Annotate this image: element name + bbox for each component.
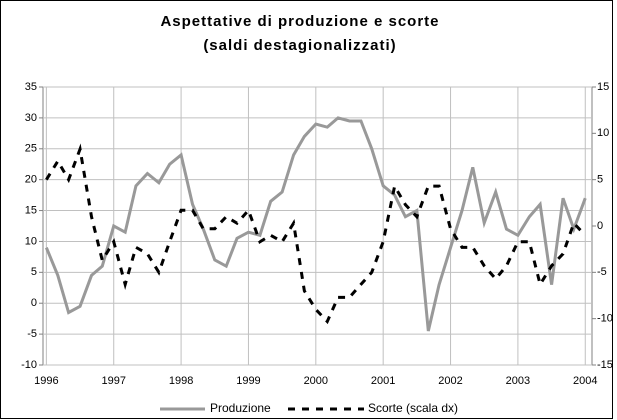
y-tick-label: 15 [25,204,37,216]
y2-tick-label: -15 [597,359,613,371]
x-tick-label: 1996 [34,375,58,387]
x-tick-label: 1998 [169,375,193,387]
y-tick-label: 35 [25,81,37,93]
x-tick-label: 2002 [438,375,462,387]
y-tick-label: 10 [25,235,37,247]
x-tick-label: 2004 [573,375,597,387]
y2-tick-label: 5 [597,174,603,186]
y-tick-label: 20 [25,174,37,186]
legend-label: Produzione [210,401,271,415]
x-tick-label: 2003 [506,375,530,387]
y2-tick-label: -5 [597,266,607,278]
y2-tick-label: -10 [597,313,613,325]
x-tick-label: 1999 [236,375,260,387]
y2-tick-label: 15 [597,81,609,93]
y-tick-label: -10 [21,359,37,371]
legend-label: Scorte (scala dx) [368,401,458,415]
x-tick-label: 2001 [371,375,395,387]
y2-tick-label: 10 [597,127,609,139]
y-tick-label: 25 [25,143,37,155]
x-tick-label: 2000 [304,375,328,387]
y-tick-label: 30 [25,112,37,124]
y-tick-label: -5 [27,328,37,340]
chart-subtitle: (saldi destagionalizzati) [203,37,396,54]
y-tick-label: 0 [31,297,37,309]
series-line [44,116,587,332]
x-tick-label: 1997 [101,375,125,387]
y-tick-label: 5 [31,266,37,278]
y2-tick-label: 0 [597,220,603,232]
chart-title: Aspettative di produzione e scorte [160,13,439,30]
